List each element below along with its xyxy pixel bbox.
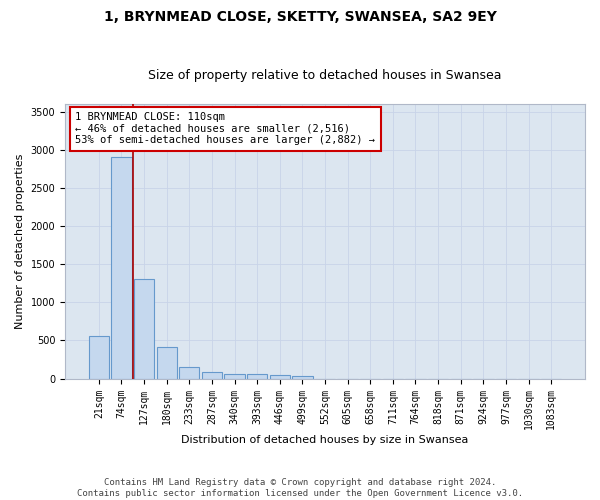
Text: 1, BRYNMEAD CLOSE, SKETTY, SWANSEA, SA2 9EY: 1, BRYNMEAD CLOSE, SKETTY, SWANSEA, SA2 … xyxy=(104,10,496,24)
Bar xyxy=(224,374,245,378)
X-axis label: Distribution of detached houses by size in Swansea: Distribution of detached houses by size … xyxy=(181,435,469,445)
Text: Contains HM Land Registry data © Crown copyright and database right 2024.
Contai: Contains HM Land Registry data © Crown c… xyxy=(77,478,523,498)
Bar xyxy=(157,347,177,378)
Title: Size of property relative to detached houses in Swansea: Size of property relative to detached ho… xyxy=(148,69,502,82)
Bar xyxy=(292,376,313,378)
Bar xyxy=(134,278,154,378)
Text: 1 BRYNMEAD CLOSE: 110sqm
← 46% of detached houses are smaller (2,516)
53% of sem: 1 BRYNMEAD CLOSE: 110sqm ← 46% of detach… xyxy=(76,112,376,146)
Bar xyxy=(111,158,131,378)
Bar xyxy=(89,336,109,378)
Bar xyxy=(179,367,199,378)
Y-axis label: Number of detached properties: Number of detached properties xyxy=(15,154,25,329)
Bar xyxy=(247,374,268,378)
Bar xyxy=(202,372,222,378)
Bar xyxy=(269,375,290,378)
